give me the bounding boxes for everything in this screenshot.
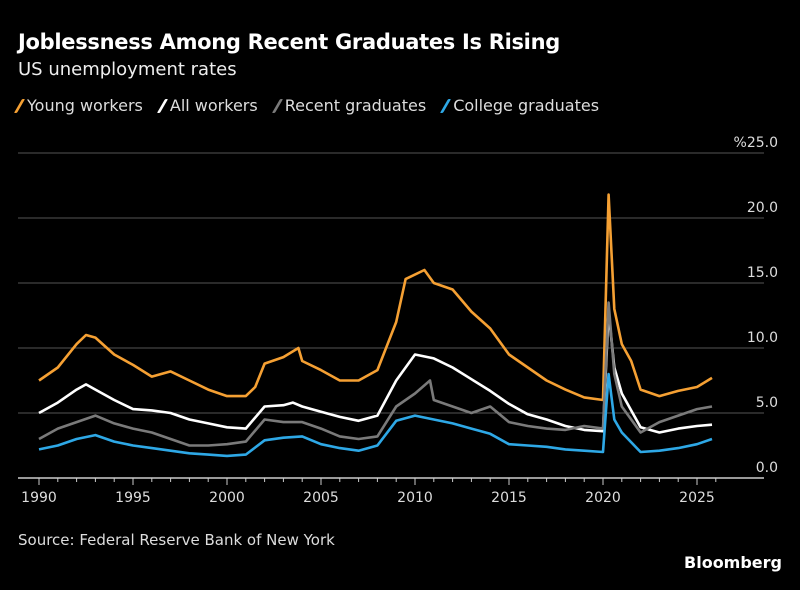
legend-label: College graduates — [453, 96, 600, 115]
legend-label: Young workers — [27, 96, 143, 115]
y-tick-label: 5.0 — [756, 395, 778, 411]
y-tick-label: 10.0 — [747, 330, 778, 346]
legend-item-young-workers: Young workers — [13, 96, 143, 115]
legend-item-all-workers: All workers — [156, 96, 258, 115]
bloomberg-logo: Bloomberg — [684, 553, 782, 572]
y-tick-label: 15.0 — [747, 265, 778, 281]
x-tick-label: 2000 — [209, 490, 245, 506]
chart-title: Joblessness Among Recent Graduates Is Ri… — [18, 30, 560, 54]
legend-label: Recent graduates — [284, 96, 427, 115]
x-tick-label: 1990 — [21, 490, 57, 506]
source-note: Source: Federal Reserve Bank of New York — [18, 531, 335, 549]
y-tick-label: 20.0 — [747, 200, 778, 216]
series-line-college-graduates — [38, 372, 713, 458]
x-tick-label: 2010 — [397, 490, 433, 506]
series-line-recent-graduates — [38, 301, 713, 447]
x-tick-label: 2015 — [491, 490, 527, 506]
legend-item-recent-graduates: Recent graduates — [271, 96, 427, 115]
series-line-young-workers — [38, 193, 713, 402]
legend-label: All workers — [169, 96, 258, 115]
chart-subtitle: US unemployment rates — [18, 59, 237, 80]
legend-item-college-graduates: College graduates — [440, 96, 600, 115]
legend: Young workers All workers Recent graduat… — [13, 96, 600, 115]
y-tick-label: %25.0 — [734, 135, 778, 151]
x-tick-label: 1995 — [115, 490, 151, 506]
x-tick-label: 2020 — [585, 490, 621, 506]
x-tick-label: 2005 — [303, 490, 339, 506]
x-tick-label: 2025 — [679, 490, 715, 506]
y-tick-label: 0.0 — [756, 460, 778, 476]
